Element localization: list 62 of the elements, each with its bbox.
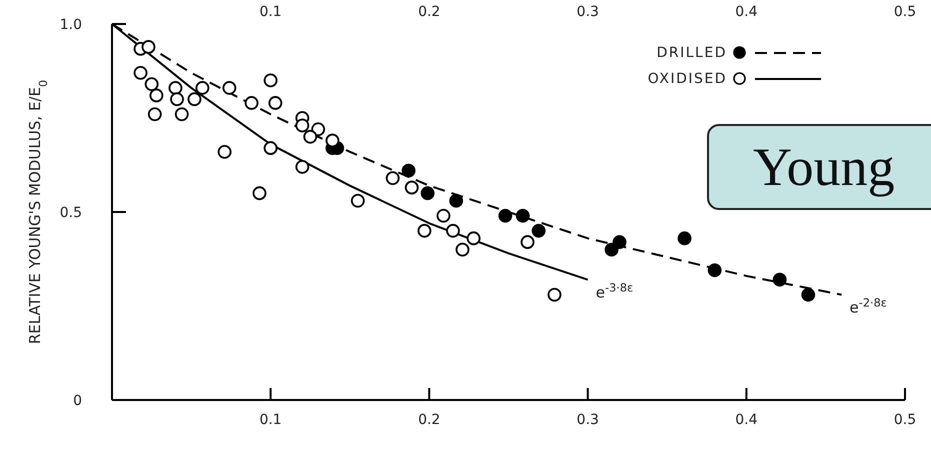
x-tick-label: 0.4 bbox=[735, 4, 758, 20]
point bbox=[604, 242, 618, 256]
point bbox=[268, 96, 282, 110]
point bbox=[436, 208, 450, 223]
point bbox=[326, 134, 340, 148]
x-tick-label: 0.1 bbox=[259, 4, 282, 20]
point bbox=[174, 107, 189, 122]
point bbox=[498, 208, 512, 223]
annotation: e$^{-2·8ε}$ bbox=[850, 296, 887, 317]
point bbox=[148, 107, 162, 122]
point bbox=[188, 92, 202, 106]
point bbox=[446, 224, 460, 238]
point bbox=[295, 160, 310, 174]
point bbox=[404, 180, 419, 194]
point bbox=[612, 235, 626, 249]
point bbox=[420, 186, 435, 200]
x2-tick-label: 0.2 bbox=[418, 412, 440, 428]
point bbox=[150, 88, 164, 102]
annotation: e$^{-3·8ε}$ bbox=[596, 281, 634, 302]
x2-tick-label: 0.4 bbox=[735, 412, 758, 428]
point bbox=[466, 231, 481, 246]
point bbox=[222, 81, 236, 95]
point bbox=[772, 272, 787, 287]
point bbox=[134, 66, 148, 80]
point bbox=[516, 208, 530, 223]
point bbox=[449, 194, 464, 208]
point bbox=[264, 74, 278, 88]
x2-tick-label: 0.5 bbox=[894, 412, 916, 428]
point bbox=[144, 77, 159, 92]
x2-tick-label: 0.3 bbox=[576, 412, 599, 428]
y-tick-label: 1.0 bbox=[60, 16, 82, 33]
point bbox=[801, 288, 816, 302]
point bbox=[303, 130, 318, 144]
point bbox=[548, 288, 562, 302]
legend-label: OXIDISED bbox=[646, 71, 727, 87]
annotation: Young bbox=[707, 124, 931, 210]
point bbox=[418, 224, 432, 238]
y-tick-label: 0 bbox=[73, 392, 82, 409]
point bbox=[311, 122, 326, 136]
point bbox=[252, 186, 266, 200]
x-tick-label: 0.3 bbox=[576, 4, 599, 20]
point bbox=[678, 231, 692, 246]
point bbox=[708, 263, 722, 278]
point bbox=[196, 81, 210, 95]
point bbox=[168, 81, 182, 95]
x-tick-label: 0.5 bbox=[894, 4, 916, 20]
point bbox=[532, 224, 546, 238]
x2-tick-label: 0.1 bbox=[259, 412, 282, 428]
point bbox=[295, 118, 310, 132]
point bbox=[170, 92, 184, 106]
point bbox=[350, 194, 365, 208]
y-tick-label: 0.5 bbox=[60, 204, 82, 221]
x-tick-label: 0.2 bbox=[418, 4, 440, 20]
point bbox=[386, 171, 400, 186]
point bbox=[264, 141, 278, 155]
point bbox=[520, 235, 534, 249]
point bbox=[244, 96, 258, 110]
point bbox=[456, 242, 470, 256]
point bbox=[142, 40, 156, 54]
point bbox=[402, 164, 416, 178]
point bbox=[218, 144, 232, 159]
legend-label: DRILLED bbox=[656, 45, 727, 61]
